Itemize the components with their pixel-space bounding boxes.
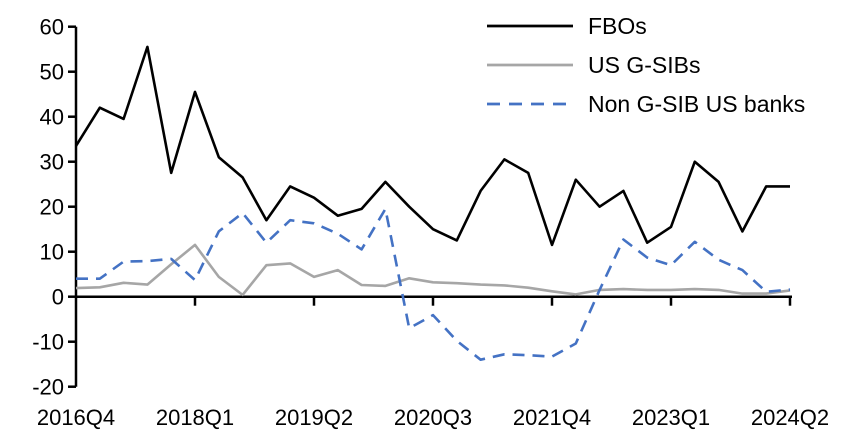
legend-label-fbos: FBOs [588,13,647,39]
series-line-us-g-sibs [75,243,791,297]
y-tick-label: 60 [40,15,64,40]
series-line-non-g-sib-us-banks [76,207,791,362]
x-tick-label: 2018Q1 [156,405,234,430]
series-line-fbos [74,45,790,247]
x-tick-label: 2020Q3 [394,405,472,430]
axes [68,25,792,388]
y-tick-label: -20 [32,375,64,400]
y-tick-label: 10 [40,240,64,265]
series-lines [74,45,791,362]
legend-label-non-g-sib-us-banks: Non G-SIB US banks [588,91,805,117]
legend: FBOs US G-SIBs Non G-SIB US banks [487,13,805,117]
y-tick-label: -10 [32,330,64,355]
legend-label-us-g-sibs: US G-SIBs [588,52,700,78]
x-tick-label: 2023Q1 [632,405,710,430]
x-tick-label: 2019Q2 [275,405,353,430]
y-tick-label: 40 [40,105,64,130]
x-tick-label: 2021Q4 [513,405,591,430]
y-tick-label: 30 [40,150,64,175]
axis-tick-labels: 60 50 40 30 20 10 0 -10 -20 2016Q4 2018Q1 2019Q2 202… [32,15,829,430]
y-tick-label: 50 [40,60,64,85]
y-tick-label: 20 [40,195,64,220]
y-tick-label: 0 [52,285,64,310]
x-tick-label: 2024Q2 [751,405,829,430]
x-tick-label: 2016Q4 [37,405,115,430]
